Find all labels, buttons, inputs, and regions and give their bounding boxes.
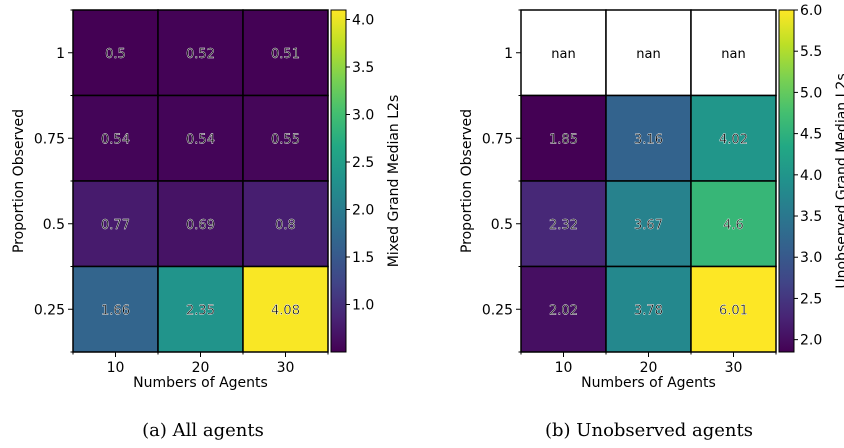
cell-label: 4.02 xyxy=(719,132,748,147)
figure-caption: (b) Unobserved agents xyxy=(545,420,753,441)
cell-label: 4.08 xyxy=(271,303,300,318)
cell-label: nan xyxy=(551,47,575,62)
cell-label: 0.69 xyxy=(186,218,215,233)
y-tick-label: 0.5 xyxy=(491,217,513,233)
cell-label: 3.67 xyxy=(634,218,663,233)
y-tick-label: 0.25 xyxy=(482,302,513,318)
colorbar-label: Unobserved Grand Median L2s xyxy=(834,73,844,288)
x-axis-label: Numbers of Agents xyxy=(133,375,268,391)
colorbar-tick-label: 3.0 xyxy=(352,108,374,124)
colorbar-tick-label: 1.5 xyxy=(352,250,374,266)
cell-label: 1.66 xyxy=(101,303,130,318)
heatmap-cell xyxy=(690,265,777,353)
colorbar-tick-label: 5.5 xyxy=(800,44,822,60)
cell-label: 0.8 xyxy=(275,218,296,233)
colorbar-tick-label: 6.0 xyxy=(800,3,822,19)
x-tick-label: 20 xyxy=(192,360,210,376)
heatmap-cell xyxy=(157,180,244,268)
colorbar-tick-label: 3.5 xyxy=(352,60,374,76)
cell-label: 3.78 xyxy=(634,303,663,318)
cell-label: nan xyxy=(721,47,745,62)
heatmap-cell xyxy=(242,94,329,182)
y-tick-label: 0.25 xyxy=(34,302,65,318)
y-tick-label: 0.75 xyxy=(482,131,513,147)
colorbar-tick-label: 2.5 xyxy=(352,155,374,171)
y-axis-label: Proportion Observed xyxy=(11,109,27,253)
colorbar-tick-label: 3.5 xyxy=(800,209,822,225)
cell-label: 0.52 xyxy=(186,47,215,62)
colorbar-tick-label: 4.0 xyxy=(352,13,374,29)
y-tick-label: 1 xyxy=(504,46,513,62)
y-axis-label: Proportion Observed xyxy=(459,109,475,253)
heatmap-cell xyxy=(157,9,244,97)
colorbar-tick-label: 3.0 xyxy=(800,250,822,266)
heatmap-cell xyxy=(72,265,159,353)
cell-label: 0.55 xyxy=(271,132,300,147)
colorbar-tick-label: 2.5 xyxy=(800,291,822,307)
heatmap-cell xyxy=(520,180,607,268)
cell-label: 0.54 xyxy=(186,132,215,147)
x-tick-label: 30 xyxy=(725,360,743,376)
heatmap-cell xyxy=(242,265,329,353)
cell-label: 0.77 xyxy=(101,218,130,233)
colorbar xyxy=(778,9,795,353)
x-tick-label: 20 xyxy=(640,360,658,376)
cell-label: 2.02 xyxy=(549,303,578,318)
cell-label: nan xyxy=(636,47,660,62)
cell-label: 2.32 xyxy=(549,218,578,233)
colorbar-tick-label: 4.0 xyxy=(800,168,822,184)
colorbar-tick-label: 5.0 xyxy=(800,85,822,101)
y-tick-label: 0.5 xyxy=(43,217,65,233)
x-axis-label: Numbers of Agents xyxy=(581,375,716,391)
heatmap-cell xyxy=(605,94,692,182)
cell-label: 2.35 xyxy=(186,303,215,318)
cell-label: 1.85 xyxy=(549,132,578,147)
colorbar xyxy=(330,9,347,353)
y-tick-label: 1 xyxy=(56,46,65,62)
colorbar-tick-label: 1.0 xyxy=(352,298,374,314)
cell-label: 0.54 xyxy=(101,132,130,147)
cell-label: 6.01 xyxy=(719,303,748,318)
cell-label: 4.6 xyxy=(723,218,744,233)
cell-label: 0.51 xyxy=(271,47,300,62)
figure-caption: (a) All agents xyxy=(142,420,264,441)
colorbar-tick-label: 2.0 xyxy=(800,333,822,349)
colorbar-tick-label: 4.5 xyxy=(800,127,822,143)
cell-label: 3.16 xyxy=(634,132,663,147)
x-tick-label: 10 xyxy=(107,360,125,376)
colorbar-tick-label: 2.0 xyxy=(352,203,374,219)
cell-label: 0.5 xyxy=(105,47,126,62)
heatmap-panel-0: 0.5 0.52 0.510.54 0.54 0.550.77 0.69 0.81.66 2.… xyxy=(11,9,402,441)
x-tick-label: 10 xyxy=(555,360,573,376)
heatmap-panel-1: nan nan nan 1.85 3.16 4.02 2.32 3.67 4.6 2.02 3.78… xyxy=(459,3,844,441)
heatmap-cell xyxy=(520,9,607,97)
y-tick-label: 0.75 xyxy=(34,131,65,147)
colorbar-label: Mixed Grand Median L2s xyxy=(386,95,402,268)
x-tick-label: 30 xyxy=(277,360,295,376)
heatmap-cell xyxy=(72,9,159,97)
